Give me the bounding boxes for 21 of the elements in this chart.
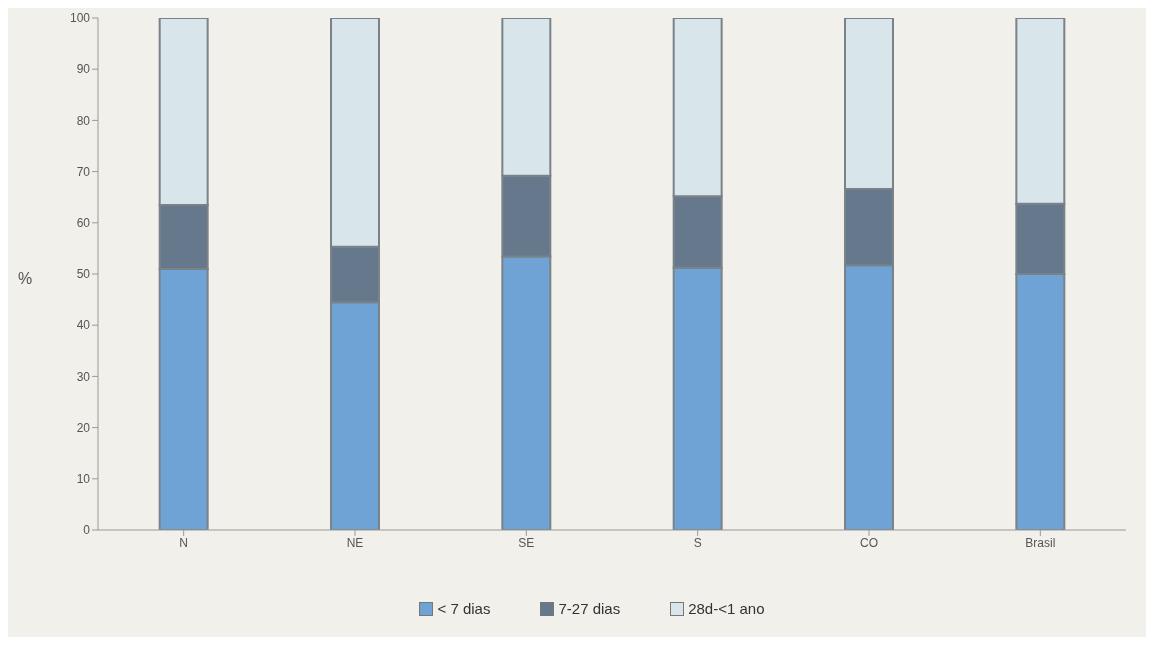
y-axis-title: %	[18, 270, 33, 288]
x-tick-label: N	[179, 535, 188, 550]
x-tick-label: CO	[860, 535, 878, 550]
legend-label: 7-27 dias	[558, 600, 621, 617]
y-tick-label: 0	[83, 523, 91, 538]
y-tick-label: 20	[76, 420, 91, 435]
y-tick-label: 90	[76, 62, 91, 77]
y-tick-label: 80	[76, 113, 91, 128]
x-tick-label: SE	[518, 535, 535, 550]
y-tick-label: 10	[76, 472, 91, 487]
x-tick-label: Brasil	[1025, 535, 1056, 550]
x-tick-label: NE	[346, 535, 364, 550]
legend-label: < 7 dias	[437, 600, 491, 617]
y-tick-label: 60	[76, 216, 91, 231]
legend-label: 28d-<1 ano	[688, 600, 765, 617]
y-tick-label: 100	[69, 11, 91, 26]
y-tick-label: 40	[76, 318, 91, 333]
y-tick-label: 70	[76, 164, 91, 179]
x-tick-label: S	[693, 535, 702, 550]
y-tick-label: 50	[76, 267, 91, 282]
y-tick-label: 30	[76, 369, 91, 384]
